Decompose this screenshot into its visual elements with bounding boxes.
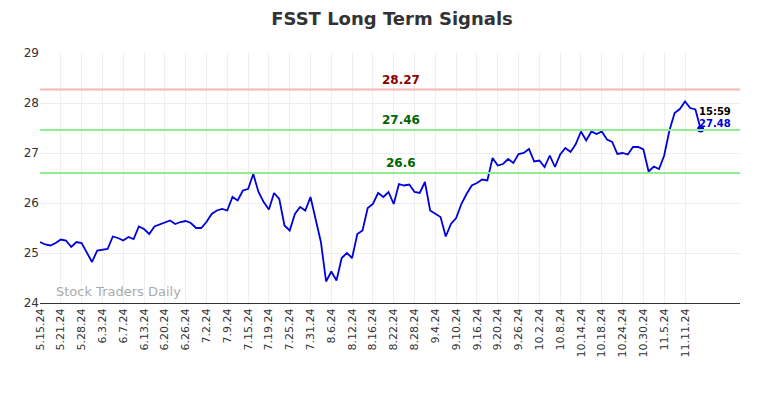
svg-text:10.30.24: 10.30.24	[637, 308, 650, 357]
svg-text:10.2.24: 10.2.24	[533, 308, 546, 350]
svg-text:26: 26	[24, 196, 39, 210]
svg-text:8.12.24: 8.12.24	[346, 308, 359, 350]
svg-text:7.25.24: 7.25.24	[283, 308, 296, 350]
svg-text:9.4.24: 9.4.24	[429, 308, 442, 343]
svg-text:10.8.24: 10.8.24	[554, 308, 567, 350]
svg-text:5.28.24: 5.28.24	[75, 308, 88, 350]
svg-text:29: 29	[24, 46, 39, 60]
svg-text:9.26.24: 9.26.24	[512, 308, 525, 350]
svg-text:FSST Long Term Signals: FSST Long Term Signals	[271, 8, 513, 29]
svg-text:6.26.24: 6.26.24	[179, 308, 192, 350]
svg-text:7.31.24: 7.31.24	[304, 308, 317, 350]
svg-text:8.22.24: 8.22.24	[387, 308, 400, 350]
svg-text:11.5.24: 11.5.24	[658, 308, 671, 350]
svg-text:11.11.24: 11.11.24	[679, 308, 692, 357]
svg-text:7.19.24: 7.19.24	[262, 308, 275, 350]
svg-text:9.20.24: 9.20.24	[491, 308, 504, 350]
svg-text:6.13.24: 6.13.24	[138, 308, 151, 350]
svg-text:10.18.24: 10.18.24	[595, 308, 608, 357]
svg-text:Stock Traders Daily: Stock Traders Daily	[56, 284, 181, 299]
svg-text:26.6: 26.6	[386, 156, 416, 170]
svg-text:27: 27	[24, 146, 39, 160]
svg-text:10.14.24: 10.14.24	[575, 308, 588, 357]
svg-text:28: 28	[24, 96, 39, 110]
svg-text:9.16.24: 9.16.24	[471, 308, 484, 350]
svg-text:27.48: 27.48	[699, 118, 731, 129]
svg-text:7.2.24: 7.2.24	[200, 308, 213, 343]
svg-text:8.28.24: 8.28.24	[408, 308, 421, 350]
svg-text:8.6.24: 8.6.24	[325, 308, 338, 343]
svg-text:8.16.24: 8.16.24	[366, 308, 379, 350]
svg-text:6.20.24: 6.20.24	[158, 308, 171, 350]
svg-text:15:59: 15:59	[699, 106, 731, 117]
svg-text:5.15.24: 5.15.24	[34, 308, 47, 350]
svg-text:28.27: 28.27	[382, 73, 420, 87]
svg-text:27.46: 27.46	[382, 113, 420, 127]
svg-text:7.9.24: 7.9.24	[221, 308, 234, 343]
svg-text:6.3.24: 6.3.24	[96, 308, 109, 343]
svg-text:7.15.24: 7.15.24	[242, 308, 255, 350]
svg-text:24: 24	[24, 296, 39, 310]
svg-text:5.21.24: 5.21.24	[54, 308, 67, 350]
svg-text:6.7.24: 6.7.24	[117, 308, 130, 343]
svg-text:9.10.24: 9.10.24	[450, 308, 463, 350]
svg-text:25: 25	[24, 246, 39, 260]
svg-text:10.24.24: 10.24.24	[616, 308, 629, 357]
